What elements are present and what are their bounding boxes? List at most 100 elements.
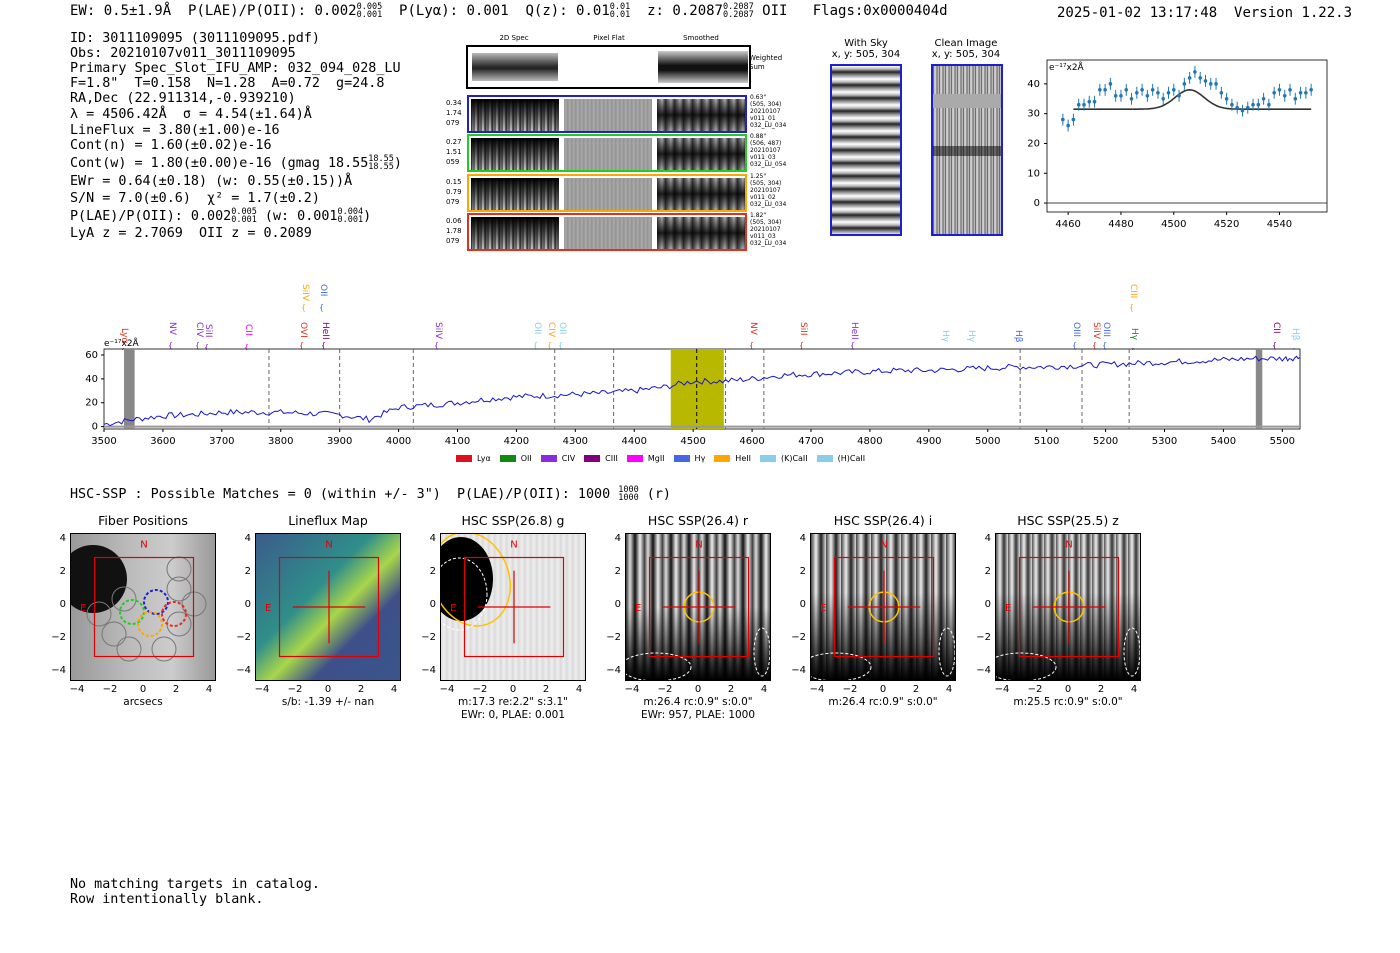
cutout-left-label: 0.27 1.51 059: [446, 137, 466, 167]
zoom-data-point: [1087, 99, 1092, 104]
hsc-panel-caption: arcsecs: [123, 696, 163, 708]
hsc-panel-caption: s/b: -1.39 +/- nan: [281, 696, 375, 708]
spectrum-xtick-label: 4600: [739, 436, 764, 447]
timestamp: 2025-01-02 13:17:48: [1057, 5, 1218, 21]
zoom-line-plot: e⁻¹⁷x2Å 40 30 20 10 0 4460 4480 4500 4520 4540: [1027, 59, 1328, 230]
emission-line-label: OII: [557, 322, 567, 334]
emission-line-bracket: {: [321, 341, 326, 350]
emission-line-label: NV: [167, 322, 177, 336]
cutout-left-value: 0.15: [446, 178, 462, 186]
header-ew: EW: 0.5±1.9Å: [70, 3, 172, 19]
hsc-ytick-label: 0: [614, 599, 621, 610]
hsc-ytick-label: 0: [59, 599, 66, 610]
zoom-data-point: [1240, 108, 1245, 113]
hsc-xtick-label: −2: [1027, 684, 1043, 695]
emission-line-bracket: {: [301, 303, 306, 312]
emission-line-bracket: {: [533, 341, 538, 350]
zoom-ytick-label: 20: [1027, 138, 1040, 149]
source-ellipse: [753, 627, 770, 677]
hsc-xtick-label: 2: [727, 684, 735, 695]
zoom-data-point: [1145, 93, 1150, 98]
hsc-xtick-label: 2: [172, 684, 180, 695]
hsc-xtick-label: −2: [472, 684, 488, 695]
cutout-right-label: 1.25" (505, 304) 20210107 v011_02 032_LU_034: [750, 173, 800, 208]
emission-line-bracket: {: [967, 349, 972, 350]
cutout-left-value: 0.06: [446, 217, 462, 225]
hsc-ytick-label: −2: [236, 632, 251, 643]
spectrum-xtick-label: 5300: [1152, 436, 1177, 447]
hsc-ytick-label: 2: [799, 566, 806, 577]
emission-line-bracket: {: [850, 341, 855, 350]
hsc-xtick-label: 2: [357, 684, 365, 695]
emission-line-bracket: {: [1102, 341, 1107, 350]
info-contn: Cont(n) = 1.60(±0.02)e-16: [70, 138, 272, 153]
spectrum-xtick-label: 3600: [150, 436, 175, 447]
legend-label: (K)CaII: [780, 454, 808, 463]
cutout-right-value: v011_01: [750, 115, 776, 122]
hsc-ytick-label: 4: [984, 533, 991, 544]
cutout-right-value: v011_02: [750, 194, 776, 201]
zoom-data-point: [1282, 93, 1287, 98]
info-primary: Primary Spec_Slot_IFU_AMP: 032_094_028_L…: [70, 61, 401, 76]
emission-line-label: CII: [1271, 322, 1281, 334]
zoom-data-point: [1113, 93, 1118, 98]
clean-image-title: Clean Image x, y: 505, 304: [931, 38, 1001, 60]
emission-line-bracket: {: [1129, 303, 1134, 312]
zoom-data-point: [1208, 82, 1213, 86]
zoom-data-point: [1156, 90, 1160, 95]
hsc-panel-title: HSC SSP(26.4) i: [833, 513, 933, 528]
zoom-data-point: [1071, 117, 1076, 122]
zoom-data-point: [1309, 88, 1313, 92]
hsc-ytick-label: −4: [976, 665, 991, 676]
hsc-ytick-label: 2: [244, 566, 251, 577]
cutout-right-value: 032_LU_034: [750, 240, 787, 247]
north-label: N: [325, 540, 332, 551]
zoom-data-point: [1135, 90, 1139, 95]
zoom-ytick-label: 0: [1034, 198, 1040, 209]
legend-item: (K)CaII: [759, 454, 808, 463]
hsc-xtick-label: 0: [139, 684, 147, 695]
header-qz-frac: 0.01 0.01: [609, 2, 631, 20]
search-box: [93, 556, 195, 658]
zoom-data-point: [1261, 96, 1266, 101]
cutout-right-value: 032_LU_054: [750, 161, 787, 168]
hsc-panel-caption: m:17.3 re:2.2" s:3.1": [458, 696, 568, 708]
emission-line-label: Hγ: [1129, 328, 1139, 341]
hsc-xtick-label: 0: [324, 684, 332, 695]
hsc-panel-overlay: NE: [441, 534, 565, 658]
cutout-row-frame: [467, 134, 747, 172]
hsc-xtick-label: 4: [945, 684, 953, 695]
spectrum-ytick-label: 60: [85, 350, 98, 361]
emission-line-bracket: {: [1014, 349, 1019, 350]
north-label: N: [140, 540, 147, 551]
hsc-ytick-label: 0: [244, 599, 251, 610]
cutout-row-frame: [467, 95, 747, 133]
cutout-pixelflat: [564, 138, 652, 170]
hsc-panel-overlay: NE: [626, 540, 770, 680]
hsc-xtick-label: 4: [390, 684, 398, 695]
north-label: N: [695, 540, 702, 551]
zoom-unit: e⁻¹⁷x2Å: [1049, 61, 1085, 73]
spectrum-xtick-label: 4100: [445, 436, 470, 447]
hsc-ytick-label: 0: [984, 599, 991, 610]
source-ellipse: [441, 557, 488, 631]
cutout-right-label: 0.88" (506, 487) 20210107 v011_03 032_LU_054: [750, 133, 800, 168]
fiber-circle-highlight: [119, 599, 145, 625]
legend-swatch: [816, 455, 833, 462]
cutout-row-frame: [467, 174, 747, 212]
spectrum-xtick-label: 4200: [504, 436, 529, 447]
legend-label: Hγ: [694, 454, 706, 463]
emission-line-label: OVI: [298, 322, 308, 338]
emission-line-label: OIII: [1071, 322, 1081, 337]
legend-item: Hγ: [673, 454, 706, 463]
hsc-summary: HSC-SSP : Possible Matches = 0 (within +…: [70, 485, 671, 503]
legend-swatch: [759, 455, 776, 462]
hsc-xtick-label: 4: [760, 684, 768, 695]
with-sky-image: [830, 64, 902, 236]
fiber-circle-highlight: [143, 589, 169, 615]
hsc-ytick-label: 4: [244, 533, 251, 544]
spectrum-xtick-label: 5100: [1034, 436, 1059, 447]
hsc-ytick-label: 4: [59, 533, 66, 544]
